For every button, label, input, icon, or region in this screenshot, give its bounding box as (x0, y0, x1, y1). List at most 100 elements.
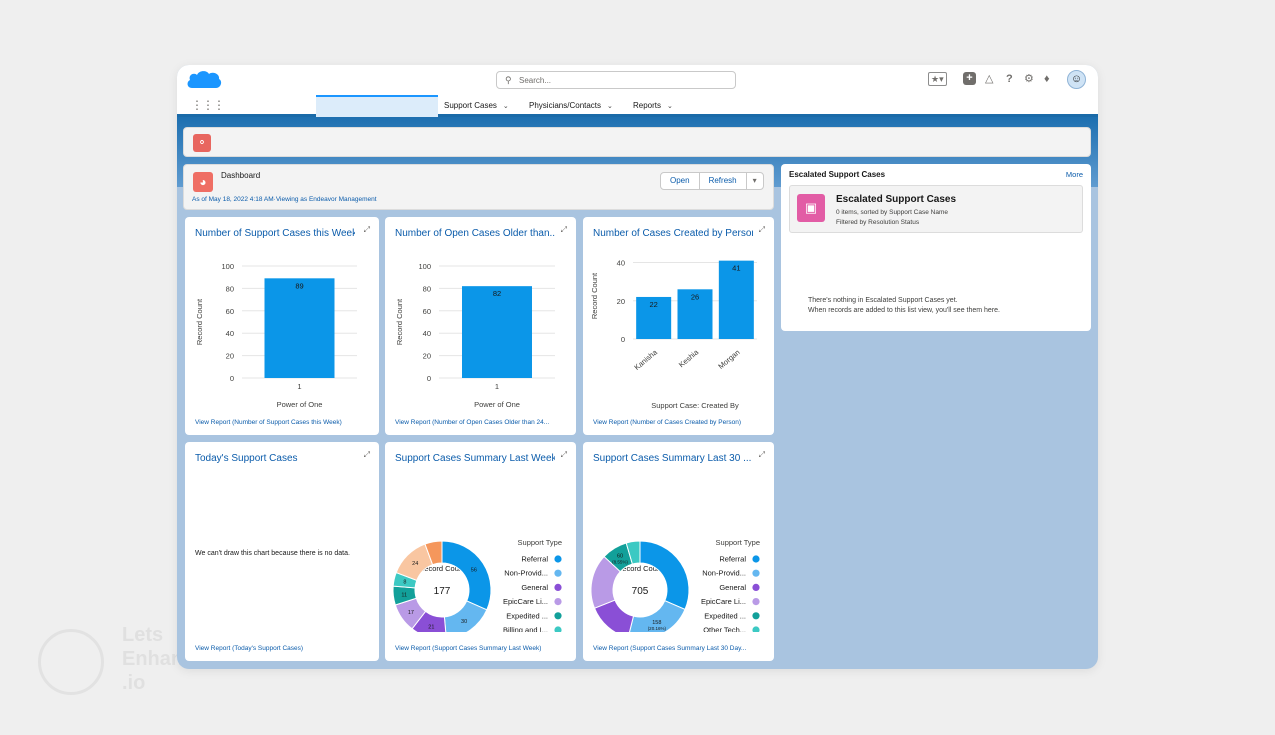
legend-swatch (752, 612, 760, 620)
tab-active[interactable] (316, 95, 438, 117)
search-placeholder: Search... (519, 75, 552, 85)
view-report-link[interactable]: View Report (Support Cases Summary Last … (593, 645, 747, 652)
expand-icon[interactable]: ⤢ (560, 225, 567, 234)
dashboard-subtitle: As of May 18, 2022 4:18 AM·Viewing as En… (192, 196, 377, 203)
dashboard-actions: Open Refresh ▾ (660, 172, 764, 190)
donut-slice (628, 600, 686, 632)
expand-icon[interactable]: ⤢ (363, 225, 370, 234)
x-axis-label: Support Case: Created By (651, 401, 739, 410)
expand-icon[interactable]: ⤢ (758, 225, 765, 234)
view-report-link[interactable]: View Report (Number of Support Cases thi… (195, 419, 342, 426)
setup-assistant-icon[interactable]: △ (985, 73, 994, 85)
favorites-star-icon[interactable]: ★▾ (928, 72, 947, 86)
donut-slice (441, 540, 492, 611)
legend-swatch (752, 569, 760, 577)
y-tick-label: 80 (226, 284, 234, 293)
card-title[interactable]: Support Cases Summary Last 30 ... (593, 453, 752, 464)
donut-slice (424, 540, 443, 566)
chart-card-todays-cases: Today's Support Cases ⤢ We can't draw th… (185, 442, 379, 661)
gear-icon[interactable]: ⚙ (1024, 73, 1034, 85)
card-title[interactable]: Number of Support Cases this Week (195, 228, 355, 239)
slice-label: 158 (652, 620, 661, 626)
y-tick-label: 60 (423, 307, 431, 316)
legend-title: Support Type (518, 538, 562, 547)
chevron-down-icon[interactable]: ⌄ (502, 103, 509, 110)
record-header: ⚬ (183, 127, 1091, 157)
y-tick-label: 0 (621, 335, 625, 344)
chevron-down-icon[interactable]: ▾ (752, 176, 757, 185)
help-icon[interactable]: ? (1006, 73, 1013, 85)
expand-icon[interactable]: ⤢ (758, 450, 765, 459)
dashboard-header: ◕ Dashboard As of May 18, 2022 4:18 AM·V… (183, 164, 774, 210)
app-launcher-icon[interactable]: ⋮⋮⋮ (191, 98, 225, 112)
add-icon[interactable]: + (963, 72, 976, 85)
legend-swatch (554, 626, 562, 632)
x-axis-label: Power of One (277, 400, 323, 407)
expand-icon[interactable]: ⤢ (560, 450, 567, 459)
search-input[interactable]: ⚲ Search... (496, 71, 736, 89)
chart-title: Record Count (617, 564, 664, 573)
y-tick-label: 100 (221, 262, 234, 271)
avatar[interactable]: ☺ (1067, 70, 1086, 89)
slice-label: 56 (471, 567, 477, 573)
empty-message: When records are added to this list view… (808, 307, 1000, 314)
slice-percent: (20.16%) (648, 626, 667, 631)
chart-card-summary-last-30: Support Cases Summary Last 30 ... ⤢ Reco… (583, 442, 774, 661)
salesforce-logo[interactable] (186, 68, 222, 92)
legend-swatch (554, 569, 562, 577)
list-title[interactable]: Escalated Support Cases (836, 194, 957, 205)
donut-total: 705 (632, 586, 649, 597)
legend-label: Expedited ... (704, 611, 746, 620)
legend-swatch (752, 626, 760, 632)
chevron-down-icon[interactable]: ⌄ (667, 103, 673, 110)
card-title[interactable]: Number of Open Cases Older than... (395, 228, 555, 239)
donut-slice (625, 540, 641, 565)
view-report-link[interactable]: View Report (Number of Open Cases Older … (395, 419, 550, 426)
case-icon: ▣ (797, 194, 825, 222)
y-tick-label: 100 (418, 262, 431, 271)
data-label: 22 (649, 300, 657, 309)
slice-label: 17 (408, 610, 414, 616)
donut-slice (443, 600, 488, 632)
legend-swatch (554, 555, 562, 563)
legend-label: Expedited ... (506, 611, 548, 620)
more-link[interactable]: More (1065, 170, 1083, 179)
slice-label: 24 (412, 561, 418, 567)
chart-title: Record Count (419, 564, 466, 573)
global-header: ⚲ Search... ★▾ + △ ? ⚙ ♦ ☺ (177, 65, 1098, 95)
bar (636, 296, 672, 339)
y-tick-label: 80 (423, 284, 431, 293)
bar (264, 278, 335, 378)
y-axis-label: Record Count (395, 298, 404, 345)
card-title[interactable]: Support Cases Summary Last Week (395, 453, 555, 464)
view-report-link[interactable]: View Report (Today's Support Cases) (195, 645, 304, 652)
watermark-line: Lets (122, 624, 164, 646)
data-label: 41 (732, 264, 740, 273)
legend-label: EpicCare Li... (701, 597, 746, 606)
legend-swatch (554, 612, 562, 620)
data-label: 26 (691, 292, 699, 301)
tab-physicians-contacts[interactable]: Physicians/Contacts ⌄ (529, 101, 613, 110)
open-button[interactable]: Open (661, 173, 700, 189)
chart-card-open-cases-older: Number of Open Cases Older than... ⤢ 0 20… (385, 217, 576, 435)
search-icon: ⚲ (505, 75, 512, 85)
card-title[interactable]: Number of Cases Created by Person (593, 228, 753, 239)
donut-slice (639, 540, 690, 611)
chevron-down-icon[interactable]: ⌄ (607, 103, 613, 110)
y-tick-label: 20 (617, 297, 625, 306)
legend-label: General (719, 583, 746, 592)
view-report-link[interactable]: View Report (Support Cases Summary Last … (395, 645, 542, 652)
no-data-message: We can't draw this chart because there i… (195, 550, 350, 557)
tab-reports[interactable]: Reports ⌄ (633, 101, 673, 110)
bell-icon[interactable]: ♦ (1044, 73, 1050, 85)
tab-label: Reports (633, 101, 662, 110)
card-title[interactable]: Today's Support Cases (195, 453, 298, 464)
view-report-link[interactable]: View Report (Number of Cases Created by … (593, 419, 741, 426)
tab-support-cases[interactable]: Support Cases ⌄ (444, 101, 509, 110)
panel-title: Escalated Support Cases (789, 170, 886, 179)
x-tick-label: Kanisha (632, 347, 659, 372)
y-tick-label: 40 (423, 329, 431, 338)
expand-icon[interactable]: ⤢ (363, 450, 370, 459)
legend-label: Non-Provid... (504, 569, 548, 578)
refresh-button[interactable]: Refresh (700, 173, 747, 189)
